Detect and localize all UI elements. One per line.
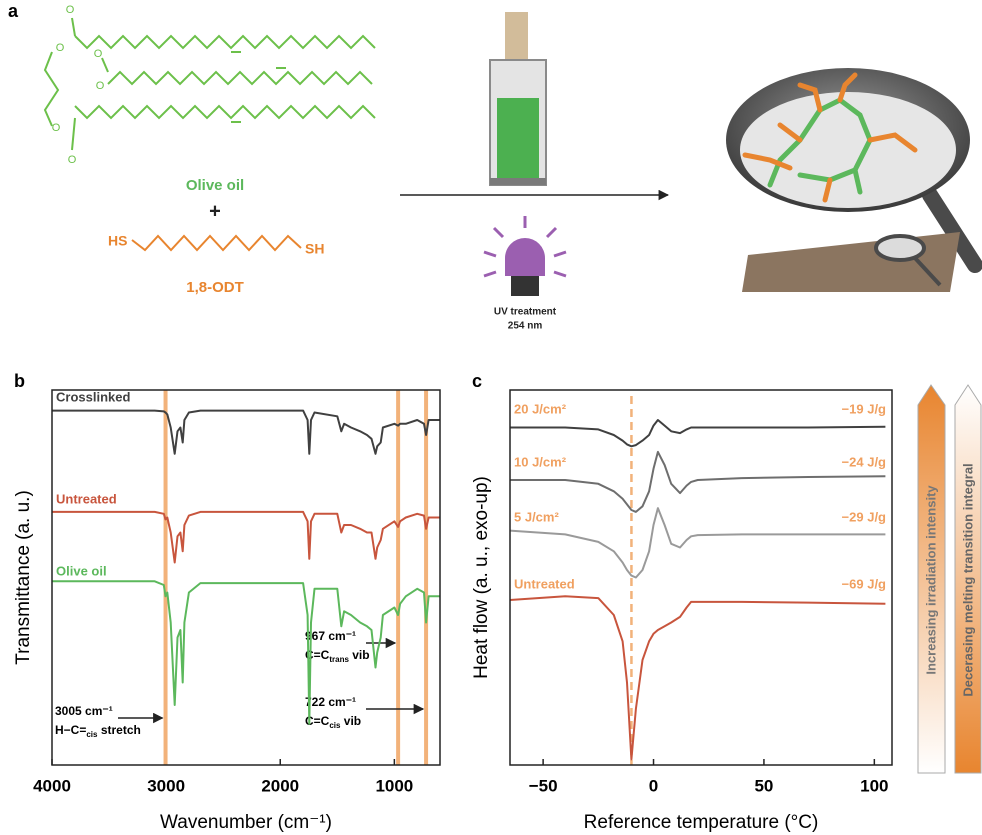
fatty-chain (108, 72, 372, 84)
integral-label: −29 J/g (842, 509, 887, 524)
series-label: Untreated (514, 576, 575, 591)
series-line (52, 411, 440, 454)
integral-label: −24 J/g (842, 454, 887, 469)
trend-label: Decerasing melting transition integral (960, 463, 975, 696)
annotation: 722 cm⁻¹ (305, 695, 356, 709)
fatty-chain (75, 106, 375, 118)
fatty-chain (75, 36, 375, 48)
annotation-note: H−C=cis stretch (55, 723, 141, 739)
x-axis-label: Wavenumber (cm⁻¹) (160, 812, 332, 833)
series-line (510, 596, 885, 759)
series-label: 10 J/cm² (514, 454, 567, 469)
y-axis-label: Heat flow (a. u., exo-up) (471, 476, 492, 679)
x-tick-label: 4000 (33, 776, 71, 795)
carbonyl (102, 58, 108, 72)
uv-label: 254 nm (508, 321, 543, 332)
x-tick-label: 100 (860, 776, 888, 795)
marker-band (424, 390, 428, 765)
x-tick-label: 3000 (147, 776, 185, 795)
series-label: 5 J/cm² (514, 509, 559, 524)
cuvette-base (490, 178, 546, 185)
carbonyl (72, 118, 75, 150)
x-tick-label: 1000 (375, 776, 413, 795)
x-axis-label: Reference temperature (°C) (584, 812, 819, 833)
small-magnifier (876, 236, 924, 260)
note-part: stretch (97, 723, 140, 737)
panel-label: c (472, 371, 482, 391)
x-tick-label: 50 (754, 776, 773, 795)
annotation-note: C=Ctrans vib (305, 648, 370, 664)
oxygen-atom: O (96, 80, 105, 92)
x-tick-label: 2000 (261, 776, 299, 795)
uv-label: UV treatment (494, 307, 557, 318)
series-line (510, 508, 885, 577)
thiol-right: SH (305, 241, 324, 257)
annotation: 3005 cm⁻¹ (55, 704, 113, 718)
x-tick-label: 0 (649, 776, 658, 795)
oxygen-atom: O (94, 48, 103, 60)
panel-a: a Olive oil + HS SH 1,8-ODT UV treatment… (8, 1, 975, 332)
odt-chain (132, 236, 301, 250)
series-label: Olive oil (56, 563, 107, 578)
cuvette-liquid (497, 98, 539, 178)
panel-label: a (8, 1, 19, 21)
oxygen-atom: O (52, 122, 61, 134)
series-line (510, 452, 885, 512)
backbone (45, 52, 58, 126)
olive-oil-label: Olive oil (186, 177, 244, 194)
marker-band (164, 390, 168, 765)
magnifier-lens (740, 92, 956, 208)
film (742, 232, 960, 292)
series-line (510, 420, 885, 446)
note-part: vib (340, 714, 361, 728)
note-part: H−C= (55, 723, 86, 737)
integral-label: −19 J/g (842, 401, 887, 416)
odt-label: 1,8-ODT (186, 279, 244, 296)
integral-label: −69 J/g (842, 576, 887, 591)
series-line (52, 581, 440, 724)
figure: a Olive oil + HS SH 1,8-ODT UV treatment… (0, 0, 982, 835)
panel-label: b (14, 371, 25, 391)
y-axis-label: Transmittance (a. u.) (13, 490, 34, 665)
plus-sign: + (209, 200, 221, 222)
note-part: cis (86, 730, 98, 739)
uv-bulb (505, 238, 545, 276)
x-tick-label: −50 (529, 776, 558, 795)
annotation-note: C=Ccis vib (305, 714, 361, 730)
series-label: Crosslinked (56, 389, 130, 404)
series-label: 20 J/cm² (514, 401, 567, 416)
note-part: trans (329, 655, 349, 664)
series-line (52, 512, 440, 563)
carbonyl (72, 18, 75, 36)
annotation: 967 cm⁻¹ (305, 629, 356, 643)
trend-arrows: Increasing irradiation intensity Deceras… (918, 385, 981, 773)
oxygen-atom: O (56, 42, 65, 54)
series-label: Untreated (56, 491, 117, 506)
oxygen-atom: O (66, 4, 75, 16)
olive-oil-structure (45, 18, 375, 150)
uv-base (511, 276, 539, 296)
trend-label: Increasing irradiation intensity (923, 485, 938, 675)
thiol-left: HS (108, 233, 127, 249)
note-part: cis (329, 721, 341, 730)
note-part: vib (349, 648, 370, 662)
oxygen-atom: O (68, 154, 77, 166)
